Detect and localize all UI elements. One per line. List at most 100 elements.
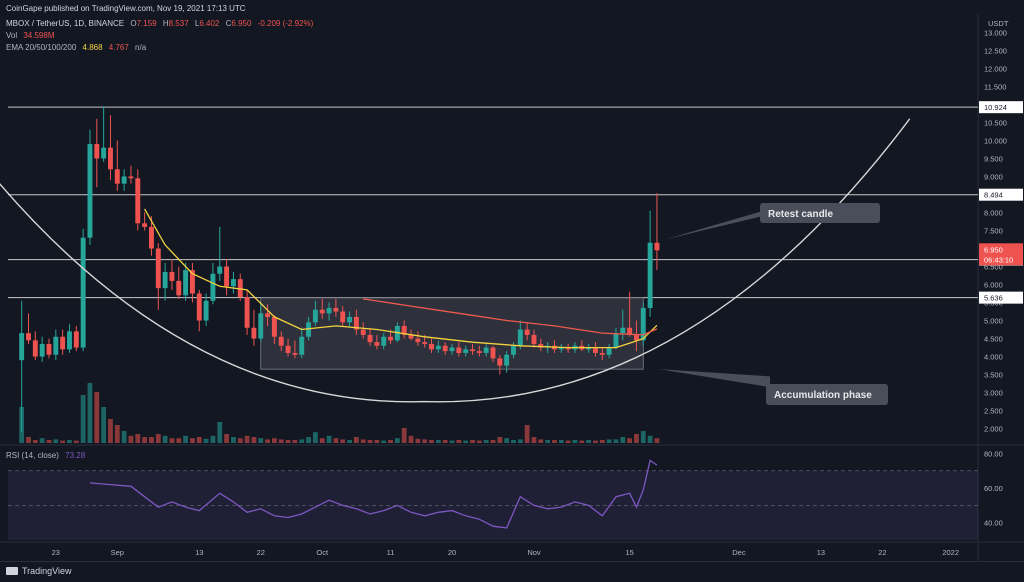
- candle[interactable]: [360, 322, 366, 339]
- close-value: 6.950: [231, 19, 252, 28]
- candle[interactable]: [333, 298, 339, 317]
- candle[interactable]: [613, 327, 619, 350]
- candle[interactable]: [586, 343, 592, 353]
- volume-bar: [470, 440, 475, 443]
- candle-body: [606, 347, 612, 355]
- candle[interactable]: [73, 325, 79, 352]
- candle[interactable]: [148, 216, 154, 256]
- candle[interactable]: [60, 329, 66, 355]
- candle[interactable]: [67, 324, 72, 353]
- candle[interactable]: [456, 342, 462, 357]
- candle[interactable]: [326, 302, 332, 321]
- candle[interactable]: [647, 210, 653, 317]
- candle[interactable]: [203, 293, 209, 326]
- candle[interactable]: [449, 343, 455, 355]
- candle[interactable]: [606, 343, 612, 359]
- candle[interactable]: [142, 212, 148, 231]
- candle[interactable]: [251, 309, 257, 346]
- candle[interactable]: [483, 343, 489, 357]
- candle[interactable]: [217, 226, 223, 281]
- candle[interactable]: [497, 354, 503, 375]
- candle[interactable]: [531, 329, 537, 348]
- candle[interactable]: [463, 345, 469, 357]
- candle[interactable]: [620, 309, 626, 341]
- candle[interactable]: [558, 343, 564, 353]
- candle[interactable]: [169, 259, 175, 290]
- candle[interactable]: [367, 327, 373, 346]
- candle[interactable]: [442, 342, 448, 355]
- candle[interactable]: [19, 300, 25, 433]
- candle[interactable]: [654, 193, 660, 271]
- candle[interactable]: [258, 302, 264, 343]
- candle[interactable]: [593, 342, 598, 357]
- candle[interactable]: [490, 345, 496, 362]
- candle[interactable]: [196, 289, 202, 332]
- candle[interactable]: [278, 331, 284, 352]
- symbol-name[interactable]: MBOX / TetherUS, 1D, BINANCE: [6, 19, 125, 28]
- candle[interactable]: [244, 289, 250, 335]
- candle[interactable]: [319, 298, 325, 319]
- candle[interactable]: [265, 304, 271, 326]
- candle[interactable]: [80, 228, 86, 352]
- candle[interactable]: [470, 343, 475, 355]
- candle[interactable]: [230, 271, 236, 294]
- candle[interactable]: [108, 115, 113, 181]
- candle-body: [60, 336, 66, 350]
- candle[interactable]: [504, 351, 510, 373]
- volume-bar: [347, 440, 352, 443]
- candle[interactable]: [476, 345, 482, 357]
- price-tick-label: 4.500: [984, 335, 1003, 344]
- candle[interactable]: [94, 118, 100, 188]
- candle[interactable]: [189, 262, 195, 303]
- candle[interactable]: [292, 340, 298, 359]
- tradingview-brand[interactable]: TradingView: [6, 566, 72, 576]
- candle[interactable]: [87, 129, 93, 245]
- candle[interactable]: [374, 334, 380, 350]
- candle[interactable]: [299, 327, 305, 359]
- candle[interactable]: [347, 311, 353, 328]
- candle[interactable]: [401, 320, 407, 339]
- candle[interactable]: [312, 300, 318, 326]
- candle[interactable]: [435, 340, 441, 353]
- candle[interactable]: [271, 315, 277, 344]
- candle[interactable]: [32, 331, 38, 361]
- accumulation-callout-box[interactable]: [766, 384, 888, 405]
- candle[interactable]: [46, 338, 52, 359]
- time-tick-label: 22: [878, 548, 886, 557]
- candle[interactable]: [101, 106, 107, 163]
- candle[interactable]: [429, 338, 434, 353]
- candle[interactable]: [128, 165, 134, 184]
- candle[interactable]: [565, 343, 571, 353]
- candle[interactable]: [183, 262, 189, 301]
- candle[interactable]: [517, 320, 523, 350]
- candle[interactable]: [224, 259, 230, 296]
- candle[interactable]: [176, 266, 182, 299]
- candle-body: [353, 316, 359, 330]
- candle[interactable]: [155, 243, 161, 310]
- candle[interactable]: [633, 320, 639, 352]
- candle[interactable]: [524, 322, 530, 341]
- candle[interactable]: [237, 273, 243, 301]
- volume-bar: [367, 440, 373, 443]
- volume-bar: [449, 440, 455, 443]
- candle[interactable]: [415, 331, 421, 346]
- candle[interactable]: [599, 347, 605, 361]
- candle-body: [463, 349, 469, 353]
- candle[interactable]: [114, 140, 120, 191]
- candle[interactable]: [162, 262, 168, 301]
- candle[interactable]: [340, 306, 346, 326]
- candle-body: [524, 329, 530, 335]
- retest-callout-box[interactable]: [760, 203, 880, 223]
- level-price-badge: [979, 101, 1023, 114]
- candle[interactable]: [538, 338, 544, 352]
- candle[interactable]: [26, 313, 31, 344]
- candle[interactable]: [121, 169, 127, 191]
- candle[interactable]: [353, 309, 359, 335]
- candle[interactable]: [627, 291, 633, 337]
- candle[interactable]: [381, 333, 387, 350]
- candle[interactable]: [135, 169, 141, 231]
- candle[interactable]: [39, 336, 45, 362]
- candle[interactable]: [53, 329, 59, 361]
- candle[interactable]: [285, 338, 291, 357]
